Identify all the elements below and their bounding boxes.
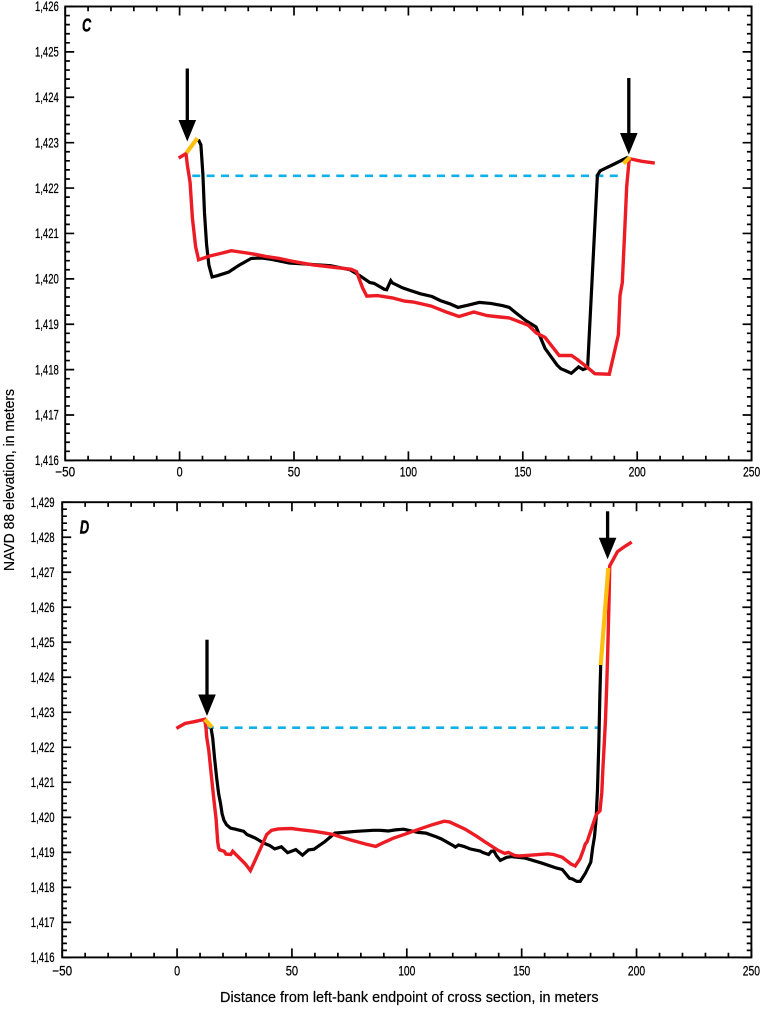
svg-text:1,417: 1,417 — [31, 914, 55, 930]
svg-text:1,420: 1,420 — [31, 809, 55, 825]
svg-text:250: 250 — [743, 963, 760, 979]
svg-text:50: 50 — [288, 464, 301, 480]
svg-text:150: 150 — [513, 963, 530, 979]
svg-text:50: 50 — [286, 963, 299, 979]
svg-text:1,418: 1,418 — [31, 879, 55, 895]
svg-text:0: 0 — [174, 963, 180, 979]
svg-text:150: 150 — [514, 464, 531, 480]
svg-text:NAVD 88 elevation, in meters: NAVD 88 elevation, in meters — [1, 389, 18, 571]
svg-text:1,421: 1,421 — [31, 774, 55, 790]
svg-text:C: C — [82, 15, 92, 36]
svg-text:1,418: 1,418 — [35, 361, 59, 377]
svg-text:200: 200 — [628, 963, 645, 979]
svg-text:1,422: 1,422 — [35, 180, 59, 196]
svg-text:1,419: 1,419 — [35, 316, 59, 332]
svg-text:200: 200 — [629, 464, 646, 480]
svg-text:−50: −50 — [55, 464, 75, 480]
svg-text:1,423: 1,423 — [35, 134, 59, 150]
svg-text:100: 100 — [400, 464, 417, 480]
svg-text:1,426: 1,426 — [31, 599, 55, 615]
svg-text:1,427: 1,427 — [31, 564, 55, 580]
svg-text:1,417: 1,417 — [35, 407, 59, 423]
svg-text:1,425: 1,425 — [35, 44, 59, 60]
svg-text:1,424: 1,424 — [31, 669, 55, 685]
svg-text:1,426: 1,426 — [35, 0, 59, 14]
svg-text:−50: −50 — [52, 963, 72, 979]
svg-text:1,429: 1,429 — [31, 494, 55, 510]
svg-text:1,423: 1,423 — [31, 704, 55, 720]
svg-text:1,428: 1,428 — [31, 529, 55, 545]
svg-text:1,419: 1,419 — [31, 844, 55, 860]
svg-text:1,416: 1,416 — [35, 452, 59, 468]
svg-text:1,422: 1,422 — [31, 739, 55, 755]
svg-text:0: 0 — [177, 464, 183, 480]
svg-text:D: D — [80, 517, 89, 538]
svg-text:1,425: 1,425 — [31, 634, 55, 650]
svg-text:1,424: 1,424 — [35, 89, 59, 105]
svg-text:1,420: 1,420 — [35, 271, 59, 287]
svg-text:1,421: 1,421 — [35, 225, 59, 241]
svg-text:100: 100 — [398, 963, 415, 979]
svg-text:1,416: 1,416 — [31, 949, 55, 965]
svg-text:Distance from left-bank endpoi: Distance from left-bank endpoint of cros… — [220, 989, 599, 1006]
svg-text:250: 250 — [743, 464, 760, 480]
